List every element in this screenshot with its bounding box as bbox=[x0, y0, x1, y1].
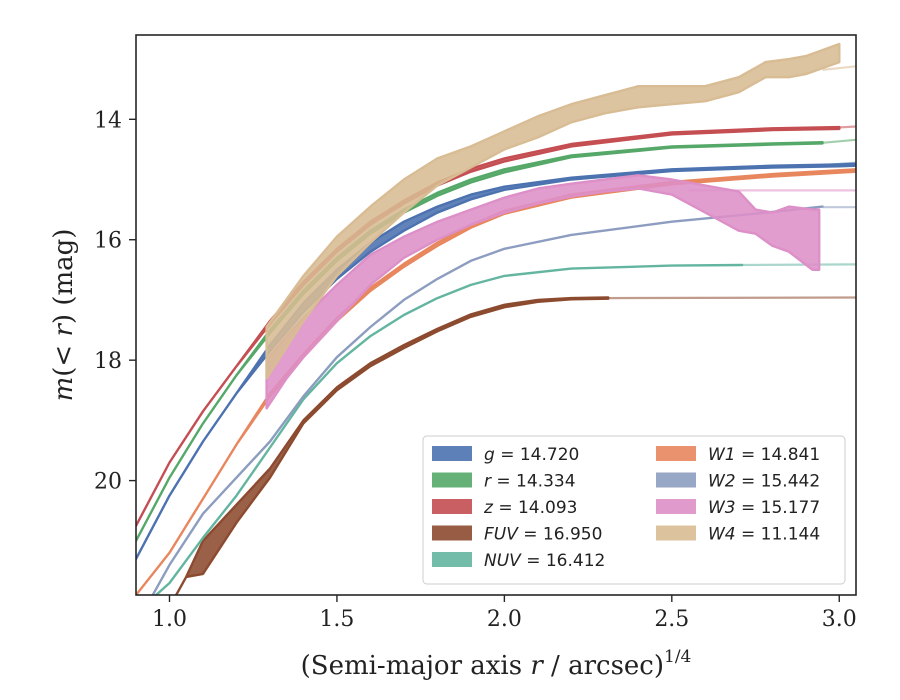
legend-label-g: g = 14.720 bbox=[484, 445, 579, 465]
legend-swatch-w1 bbox=[656, 446, 696, 461]
y-axis-title: m(< r) (mag) bbox=[49, 229, 79, 402]
axis-ticks: 1.0 1.5 2.0 2.5 3.0 14 16 18 20 bbox=[94, 108, 857, 632]
y-tick-label: 18 bbox=[94, 349, 122, 374]
plot-area bbox=[136, 42, 856, 595]
legend-box bbox=[422, 435, 846, 585]
legend: g = 14.720 r = 14.334 z = 14.093 FUV = 16.9… bbox=[422, 435, 846, 585]
legend-swatch-g bbox=[432, 446, 472, 461]
legend-swatch-w2 bbox=[656, 472, 696, 488]
series-fuv-band bbox=[174, 296, 610, 595]
legend-label-nuv: NUV = 16.412 bbox=[484, 551, 605, 571]
series-w4-extension bbox=[822, 65, 856, 71]
x-axis-title: (Semi-major axis r / arcsec)1/4 bbox=[301, 647, 692, 681]
legend-swatch-nuv bbox=[432, 552, 472, 567]
x-tick-label: 1.0 bbox=[152, 607, 187, 632]
legend-label-w3: W3 = 15.177 bbox=[708, 498, 820, 518]
x-tick-label: 2.0 bbox=[487, 607, 522, 632]
legend-swatch-r bbox=[432, 472, 472, 488]
legend-label-w4: W4 = 11.144 bbox=[708, 525, 820, 545]
x-tick-label: 1.5 bbox=[319, 607, 354, 632]
series-fuv-extension bbox=[608, 296, 856, 300]
y-tick-label: 20 bbox=[94, 470, 122, 495]
series-w3-band bbox=[265, 174, 821, 410]
legend-label-w2: W2 = 15.442 bbox=[708, 472, 820, 492]
y-tick-label: 16 bbox=[94, 229, 122, 254]
series-r-extension bbox=[822, 138, 856, 144]
legend-label-r: r = 14.334 bbox=[484, 472, 576, 492]
series-nuv-extension bbox=[742, 263, 856, 267]
legend-swatch-fuv bbox=[432, 525, 472, 541]
x-tick-label: 2.5 bbox=[654, 607, 689, 632]
legend-swatch-w4 bbox=[656, 525, 696, 541]
legend-items: g = 14.720 r = 14.334 z = 14.093 FUV = 16.9… bbox=[432, 445, 820, 571]
plot-frame bbox=[135, 34, 857, 596]
x-tick-label: 3.0 bbox=[822, 607, 857, 632]
legend-label-w1: W1 = 14.841 bbox=[708, 445, 820, 465]
y-tick-label: 14 bbox=[94, 108, 122, 133]
legend-label-fuv: FUV = 16.950 bbox=[484, 525, 602, 545]
legend-swatch-z bbox=[432, 499, 472, 514]
legend-label-z: z = 14.093 bbox=[483, 498, 577, 518]
series-w2-band bbox=[151, 205, 824, 595]
series-nuv-band bbox=[154, 263, 744, 595]
legend-swatch-w3 bbox=[656, 499, 696, 514]
series-w4-band bbox=[265, 42, 841, 380]
